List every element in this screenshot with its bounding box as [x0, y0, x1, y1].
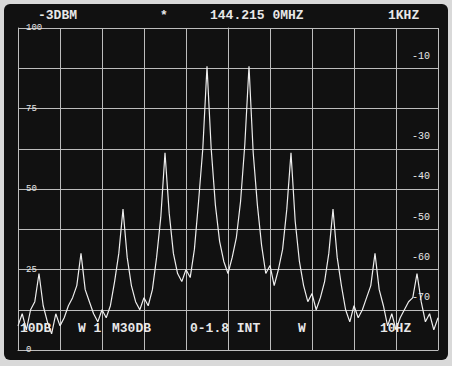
svg-text:75: 75: [26, 104, 37, 114]
svg-text:-40: -40: [412, 171, 430, 182]
svg-text:-50: -50: [412, 212, 430, 223]
svg-text:-70: -70: [412, 292, 430, 304]
svg-text:0-1.8 INT: 0-1.8 INT: [190, 321, 260, 336]
svg-text:144.215 0MHZ: 144.215 0MHZ: [210, 8, 304, 23]
svg-text:-30: -30: [412, 131, 430, 142]
svg-text:100: 100: [26, 23, 42, 33]
svg-text:10HZ: 10HZ: [380, 321, 411, 336]
svg-text:1KHZ: 1KHZ: [388, 8, 419, 23]
svg-text:*: *: [160, 8, 168, 23]
svg-text:50: 50: [26, 184, 37, 194]
svg-text:M30DB: M30DB: [112, 321, 151, 336]
svg-text:-3DBM: -3DBM: [38, 8, 77, 23]
svg-text:W: W: [298, 321, 306, 336]
svg-text:0: 0: [26, 345, 31, 355]
svg-text:W 1: W 1: [78, 321, 102, 336]
svg-text:25: 25: [26, 265, 37, 275]
svg-text:-10: -10: [412, 51, 430, 62]
svg-text:10DB: 10DB: [20, 321, 51, 336]
svg-text:-60: -60: [412, 252, 430, 263]
